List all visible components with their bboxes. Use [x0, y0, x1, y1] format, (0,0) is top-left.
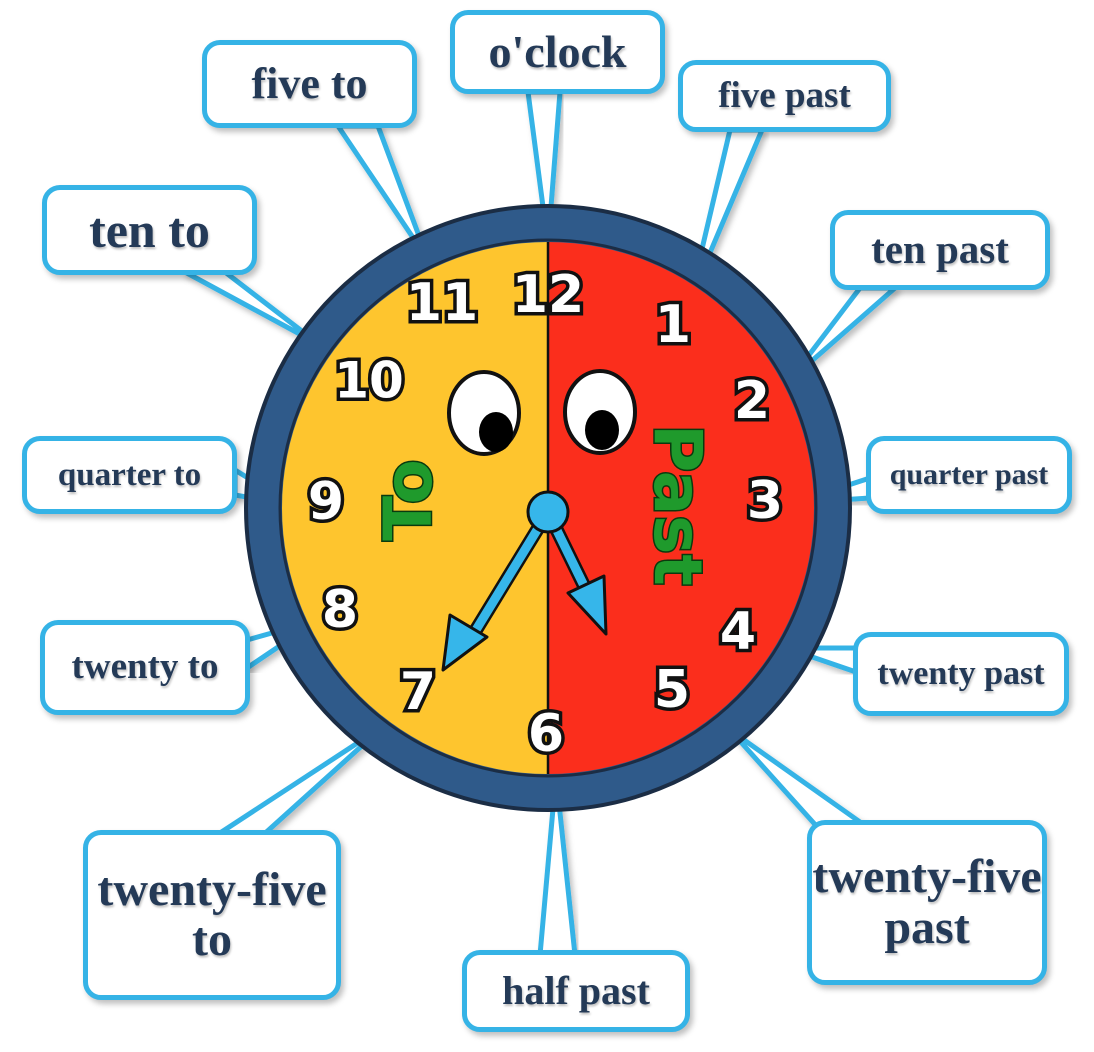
hour-hand	[441, 505, 555, 672]
label-twenty-five-to-line2: to	[192, 913, 232, 966]
label-ten-to-text: ten to	[89, 201, 210, 258]
numeral-12: 12	[512, 265, 584, 325]
label-quarter-past-text: quarter past	[889, 458, 1049, 492]
numeral-7: 7	[400, 662, 436, 722]
past-word: Past	[639, 424, 716, 586]
label-five-past: five past	[678, 60, 891, 132]
numeral-9: 9	[308, 472, 344, 532]
label-twenty-five-to-line1: twenty-five	[97, 862, 327, 916]
label-oclock: o'clock	[450, 10, 665, 94]
label-twenty-past-text: twenty past	[877, 655, 1045, 693]
tail-twenty-five-past	[727, 727, 863, 833]
numeral-8: 8	[322, 580, 358, 640]
right-eye	[563, 369, 637, 455]
clock-numerals: 12 1 2 3 4 5 6 7 8 9 10 11	[304, 262, 786, 768]
label-five-to-text: five to	[251, 58, 368, 108]
numeral-6: 6	[528, 704, 564, 764]
clock-rim-inner-line	[278, 238, 818, 778]
numeral-11: 11	[406, 273, 478, 333]
numeral-4: 4	[720, 602, 756, 662]
label-ten-past: ten past	[830, 210, 1050, 290]
numeral-1: 1	[655, 295, 691, 355]
clock-hands	[441, 490, 608, 672]
label-twenty-five-past-line1: twenty-five	[812, 850, 1042, 904]
label-twenty-five-past-line2: past	[884, 900, 970, 954]
label-ten-to: ten to	[42, 185, 257, 275]
numeral-2: 2	[734, 371, 770, 431]
label-five-past-text: five past	[718, 74, 851, 116]
numeral-3: 3	[747, 471, 783, 531]
numeral-10: 10	[334, 352, 404, 410]
label-twenty-five-past: twenty-five past	[807, 820, 1047, 985]
label-half-past-text: half past	[502, 968, 650, 1013]
label-twenty-to: twenty to	[40, 620, 250, 715]
numeral-5: 5	[654, 660, 690, 720]
hands-hub	[526, 490, 570, 534]
left-eye	[447, 370, 521, 456]
label-oclock-text: o'clock	[488, 25, 627, 77]
label-twenty-to-text: twenty to	[71, 646, 219, 688]
label-twenty-five-to: twenty-five to	[83, 830, 341, 1000]
label-quarter-past: quarter past	[866, 436, 1072, 514]
label-five-to: five to	[202, 40, 417, 128]
label-half-past: half past	[462, 950, 690, 1032]
label-ten-past-text: ten past	[871, 226, 1009, 273]
label-twenty-past: twenty past	[853, 632, 1069, 716]
label-quarter-to-text: quarter to	[57, 456, 202, 493]
label-quarter-to: quarter to	[22, 436, 237, 514]
to-word: To	[370, 459, 447, 541]
